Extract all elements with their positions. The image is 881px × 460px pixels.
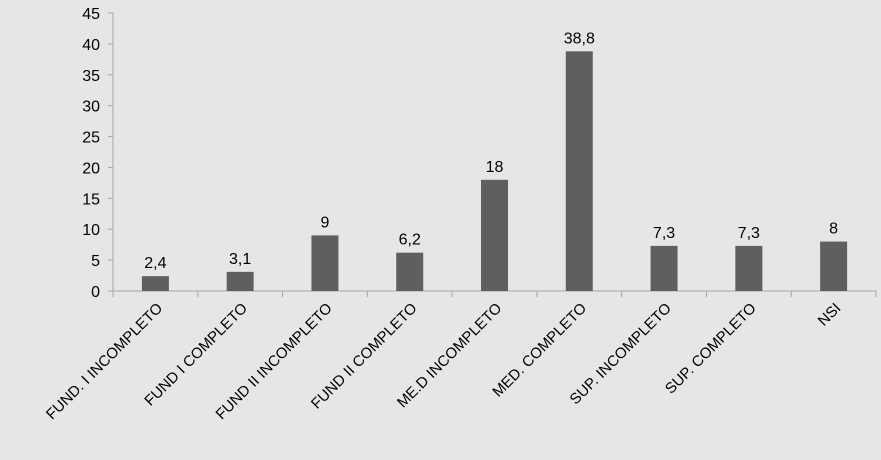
bar [820,241,848,291]
bar [565,51,593,292]
bar [735,245,763,291]
data-label: 18 [486,159,504,176]
bar [650,245,678,291]
data-labels: 2,4 3,1 9 6,2 18 38,8 7,3 7,3 8 [144,30,838,272]
data-label: 6,2 [399,232,421,249]
data-label: 9 [320,214,329,231]
y-tick-label: 5 [91,253,100,270]
data-label: 2,4 [144,255,166,272]
category-label: MED. COMPLETO [489,300,590,401]
y-tick-label: 20 [82,160,100,177]
data-label: 7,3 [738,225,760,242]
y-tick-label: 10 [82,222,100,239]
y-tick-label: 35 [82,68,100,85]
bars [141,51,848,292]
data-label: 3,1 [229,251,251,268]
bar [396,252,424,291]
category-label: SUP. COMPLETO [662,300,760,398]
y-tick-label: 15 [82,191,100,208]
category-label: NSI [815,300,845,330]
bar [141,276,169,291]
y-axis: 0 5 10 15 20 25 30 35 40 45 [82,6,114,301]
data-label: 38,8 [564,30,595,47]
y-tick-label: 40 [82,37,100,54]
y-tick-label: 25 [82,130,100,147]
bar [311,235,339,291]
x-axis [112,290,877,297]
bar [226,271,254,291]
bar [481,179,508,291]
data-label: 8 [829,221,838,238]
y-tick-label: 0 [91,284,100,301]
data-label: 7,3 [653,225,675,242]
y-tick-label: 30 [82,99,100,116]
y-tick-label: 45 [82,6,100,23]
